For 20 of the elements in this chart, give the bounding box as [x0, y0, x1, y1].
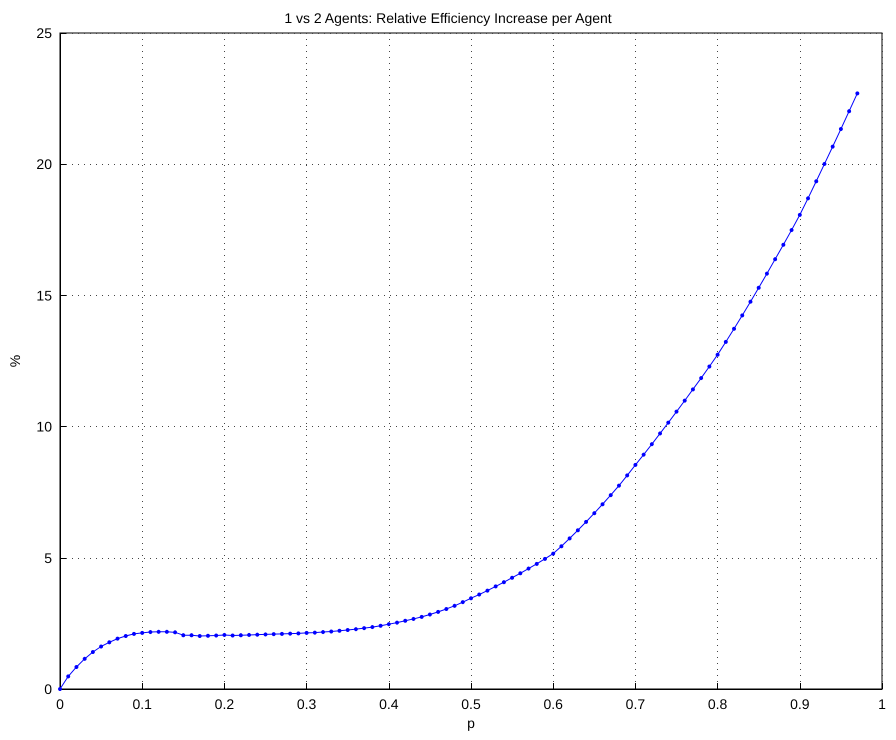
y-tick-label: 20 [36, 156, 52, 172]
y-tick-label: 25 [36, 25, 52, 41]
y-tick-label: 0 [44, 681, 52, 697]
y-tick-label: 10 [36, 418, 52, 435]
x-tick-label: 1 [878, 696, 886, 712]
y-tick-label: 5 [44, 550, 52, 566]
x-tick-label: 0.7 [626, 696, 646, 712]
x-axis-title: p [467, 714, 476, 731]
y-tick-label: 15 [36, 287, 52, 304]
chart-title: 1 vs 2 Agents: Relative Efficiency Increase per Agent [284, 10, 612, 26]
x-tick-label: 0.2 [214, 696, 234, 712]
x-tick-label: 0.6 [543, 696, 564, 712]
x-tick-label: 0.1 [132, 696, 152, 712]
x-tick-label: 0.3 [296, 696, 317, 712]
x-tick-label: 0 [56, 696, 64, 712]
x-tick-label: 0.4 [379, 696, 399, 712]
y-axis-title: % [7, 354, 23, 368]
x-tick-label: 0.5 [461, 696, 481, 712]
x-tick-label: 0.8 [708, 696, 728, 712]
x-tick-label: 0.9 [790, 696, 810, 712]
